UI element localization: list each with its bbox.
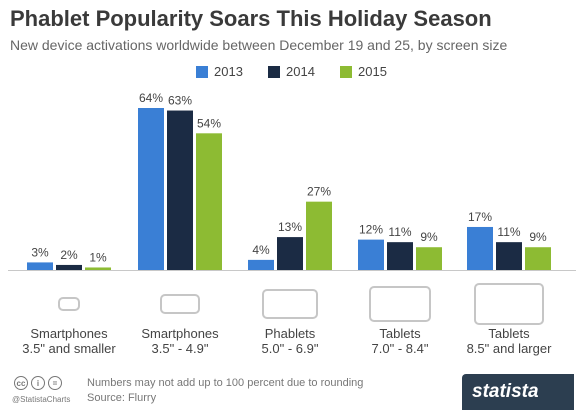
data-label-2013-0: 3% (31, 245, 49, 259)
bar-2013-1 (138, 108, 164, 270)
data-label-2013-2: 4% (252, 243, 270, 257)
data-label-2014-2: 13% (278, 220, 302, 234)
data-label-2015-2: 27% (307, 185, 331, 199)
legend-swatch-2013 (196, 65, 208, 78)
data-label-2015-4: 9% (529, 230, 547, 244)
data-label-2013-3: 12% (359, 223, 383, 237)
bar-2014-0 (56, 264, 82, 270)
category-label-line: 7.0" - 8.4" (371, 341, 429, 356)
attribution-icon: i (31, 376, 45, 390)
data-label-2013-4: 17% (468, 210, 492, 224)
source-text: Source: Flurry (87, 392, 157, 404)
data-label-2014-0: 2% (60, 248, 78, 262)
category-label-line: Smartphones (141, 326, 219, 341)
legend-label-2013: 2013 (214, 64, 243, 79)
legend-item-2013: 2013 (196, 64, 243, 79)
legend-item-2014: 2014 (268, 64, 315, 79)
legend-label-2015: 2015 (358, 64, 387, 79)
category-label-line: 3.5" - 4.9" (151, 341, 209, 356)
bar-2013-2 (248, 259, 274, 270)
chart-title: Phablet Popularity Soars This Holiday Se… (10, 6, 492, 31)
cc-icon: cc (14, 376, 28, 390)
bar-2015-2 (306, 201, 332, 270)
category-label-line: Phablets (264, 326, 316, 341)
category-label-4: Tablets 8.5" and larger (454, 326, 564, 356)
legend-swatch-2015 (340, 65, 352, 78)
category-label-3: Tablets 7.0" - 8.4" (345, 326, 455, 356)
bar-2013-0 (27, 262, 53, 270)
bar-2014-2 (277, 237, 303, 270)
category-label-line: 8.5" and larger (466, 341, 552, 356)
phone-icon (160, 294, 200, 314)
statista-logo-text: statista (472, 381, 539, 402)
bar-chart: 3% 64% 4% 12% 17% 2% 63% 13% 11% 11% 1% 54% 27% 9% 9% (27, 91, 551, 325)
data-label-2015-1: 54% (197, 116, 221, 130)
legend-swatch-2014 (268, 65, 280, 78)
category-label-line: 5.0" - 6.9" (261, 341, 319, 356)
legend-label-2014: 2014 (286, 64, 315, 79)
bar-2015-3 (416, 247, 442, 270)
bar-2013-4 (467, 226, 493, 270)
category-label-2: Phablets 5.0" - 6.9" (235, 326, 345, 356)
data-label-2014-4: 11% (497, 225, 520, 239)
data-label-2015-0: 1% (89, 250, 107, 264)
category-label-line: Tablets (488, 326, 530, 341)
bar-2014-4 (496, 242, 522, 270)
category-label-line: 3.5" and smaller (22, 341, 116, 356)
legend: 2013 2014 2015 (0, 64, 580, 84)
data-label-2014-3: 11% (388, 225, 411, 239)
category-label-line: Tablets (379, 326, 421, 341)
data-label-2013-1: 64% (139, 91, 163, 105)
bar-2015-0 (85, 267, 111, 270)
category-label-line: Smartphones (30, 326, 108, 341)
footnote: Numbers may not add up to 100 percent du… (87, 377, 364, 389)
category-label-1: Smartphones 3.5" - 4.9" (125, 326, 235, 356)
large-tablet-icon (474, 283, 544, 325)
data-label-2014-1: 63% (168, 94, 192, 108)
creative-commons-icons: cc i = (14, 376, 62, 390)
statista-logo[interactable]: statista (462, 374, 574, 410)
bar-2015-1 (196, 133, 222, 270)
legend-item-2015: 2015 (340, 64, 387, 79)
no-derivatives-icon: = (48, 376, 62, 390)
bar-2015-4 (525, 247, 551, 270)
phablet-icon (262, 289, 318, 319)
category-label-0: Smartphones 3.5" and smaller (14, 326, 124, 356)
bar-2013-3 (358, 239, 384, 270)
twitter-handle: @StatistaCharts (12, 395, 71, 404)
chart-subtitle: New device activations worldwide between… (10, 37, 508, 53)
bar-2014-1 (167, 110, 193, 270)
data-label-2015-3: 9% (420, 230, 438, 244)
small-phone-icon (58, 297, 80, 311)
tablet-icon (369, 286, 431, 322)
bar-2014-3 (387, 242, 413, 270)
x-axis-baseline (8, 270, 576, 271)
